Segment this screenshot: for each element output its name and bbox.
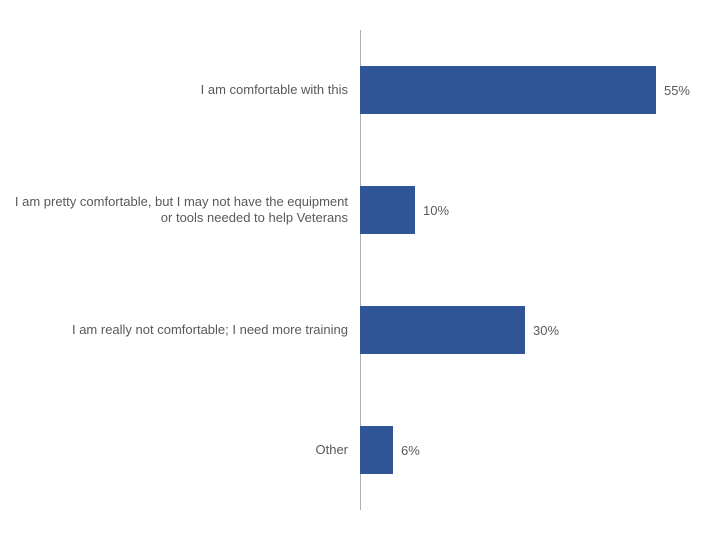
bar-row: I am comfortable with this 55% [360,66,690,114]
comfort-bar-chart: I am comfortable with this 55% I am pret… [0,0,720,540]
bar-row: Other 6% [360,426,690,474]
bar [360,66,656,114]
bar-value-label: 30% [533,323,559,338]
bar [360,306,525,354]
bar-value-label: 10% [423,203,449,218]
bar-value-label: 6% [401,443,420,458]
plot-area: I am comfortable with this 55% I am pret… [360,30,690,510]
bar-row: I am pretty comfortable, but I may not h… [360,186,690,234]
bar-row: I am really not comfortable; I need more… [360,306,690,354]
bar-label: I am pretty comfortable, but I may not h… [10,194,360,227]
bar [360,426,393,474]
bar-label: I am comfortable with this [10,82,360,98]
bar [360,186,415,234]
bar-value-label: 55% [664,83,690,98]
bar-label: Other [10,442,360,458]
bar-label: I am really not comfortable; I need more… [10,322,360,338]
